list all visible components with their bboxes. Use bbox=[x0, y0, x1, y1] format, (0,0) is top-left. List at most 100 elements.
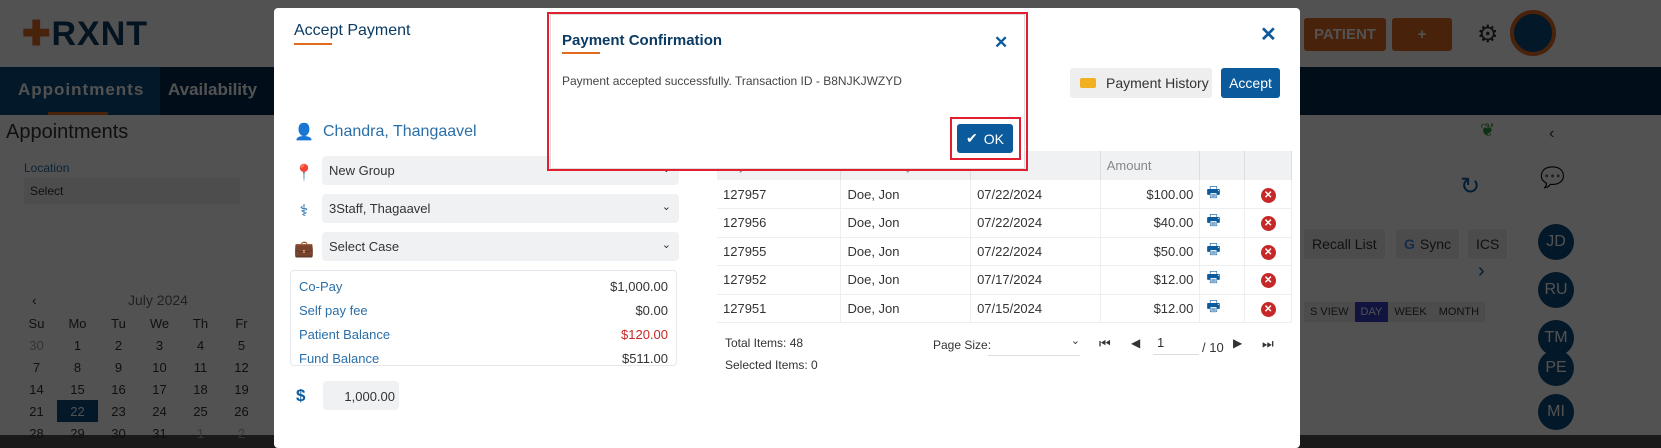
calendar-day[interactable]: 18 bbox=[193, 381, 208, 397]
close-confirm-icon[interactable]: ✕ bbox=[994, 33, 1009, 52]
plus-button[interactable]: + bbox=[1392, 18, 1452, 51]
view-day[interactable]: DAY bbox=[1354, 302, 1389, 322]
case-select[interactable]: Select Case ⌄ bbox=[322, 232, 679, 261]
calendar-day[interactable]: 15 bbox=[70, 381, 85, 397]
ics-button[interactable]: ICS bbox=[1468, 229, 1508, 259]
calendar-day[interactable]: 1 bbox=[73, 337, 82, 353]
amount-input[interactable]: 1,000.00 bbox=[323, 381, 399, 410]
amount: $50.00 bbox=[1100, 237, 1201, 266]
money-icon bbox=[1080, 78, 1096, 88]
calendar-day[interactable]: 19 bbox=[234, 381, 249, 397]
staff-avatar[interactable]: JD bbox=[1538, 224, 1574, 260]
calendar-day[interactable]: 17 bbox=[152, 381, 167, 397]
payment-number: 127955 bbox=[717, 237, 842, 266]
calendar-day[interactable]: 29 bbox=[70, 425, 85, 441]
accept-button[interactable]: Accept bbox=[1221, 68, 1280, 98]
next-page-icon[interactable]: ▶ bbox=[1233, 336, 1243, 350]
print-icon[interactable]: 🖶 bbox=[1206, 269, 1221, 287]
nav-availability[interactable]: Availability bbox=[168, 80, 258, 99]
calendar-day[interactable]: 23 bbox=[111, 403, 126, 419]
staff-avatar[interactable]: MI bbox=[1538, 394, 1574, 430]
delete-icon[interactable]: ✕ bbox=[1260, 273, 1276, 289]
created-by: Doe, Jon bbox=[840, 265, 972, 295]
title-underline bbox=[294, 43, 332, 45]
calendar-day[interactable]: 25 bbox=[193, 403, 208, 419]
col-amount[interactable]: Amount bbox=[1100, 151, 1201, 180]
add-patient-button[interactable]: PATIENT bbox=[1304, 18, 1386, 51]
calendar-day[interactable]: 31 bbox=[152, 425, 167, 441]
highlight-box bbox=[950, 117, 1021, 160]
chat-icon[interactable]: 💬 bbox=[1540, 167, 1565, 189]
calendar-day[interactable]: 9 bbox=[114, 359, 123, 375]
last-page-icon[interactable]: ⏭ bbox=[1262, 336, 1274, 351]
calendar-day[interactable]: 21 bbox=[29, 403, 44, 419]
calendar-day[interactable]: 14 bbox=[29, 381, 44, 397]
fee-label: Self pay fee bbox=[299, 303, 368, 318]
calendar-day[interactable]: 2 bbox=[114, 337, 123, 353]
calendar-day[interactable]: 7 bbox=[32, 359, 41, 375]
calendar-day[interactable]: 30 bbox=[111, 425, 126, 441]
patient-name[interactable]: Chandra, Thangaavel bbox=[323, 123, 477, 140]
page-total: / 10 bbox=[1202, 340, 1224, 355]
amount: $12.00 bbox=[1100, 265, 1201, 295]
user-avatar[interactable] bbox=[1510, 10, 1556, 56]
calendar-day[interactable]: 1 bbox=[196, 425, 205, 441]
print-icon[interactable]: 🖶 bbox=[1206, 212, 1221, 230]
calendar-day[interactable]: 5 bbox=[237, 337, 246, 353]
print-icon[interactable]: 🖶 bbox=[1206, 297, 1221, 315]
first-page-icon[interactable]: ⏮ bbox=[1099, 336, 1111, 351]
calendar-day[interactable]: 26 bbox=[234, 403, 249, 419]
fee-row: Patient Balance $120.00 bbox=[299, 327, 668, 342]
table-row: 127951 Doe, Jon 07/15/2024 $12.00 🖶 ✕ bbox=[717, 294, 1292, 323]
payment-number: 127951 bbox=[717, 294, 842, 323]
prev-page-icon[interactable]: ◀ bbox=[1131, 336, 1141, 350]
delete-icon[interactable]: ✕ bbox=[1260, 301, 1276, 317]
calendar-day[interactable]: 12 bbox=[234, 359, 249, 375]
print-icon[interactable]: 🖶 bbox=[1206, 183, 1221, 201]
ok-button[interactable]: ✔ OK bbox=[957, 124, 1013, 153]
calendar-day[interactable]: 2 bbox=[237, 425, 246, 441]
page-input[interactable]: 1 bbox=[1153, 335, 1199, 355]
view-list[interactable]: S VIEW bbox=[1304, 302, 1355, 322]
created-by: Doe, Jon bbox=[840, 208, 972, 238]
case-value: Select Case bbox=[329, 239, 400, 254]
delete-icon[interactable]: ✕ bbox=[1260, 216, 1276, 232]
check-icon: ✔ bbox=[966, 130, 978, 146]
view-month[interactable]: MONTH bbox=[1432, 302, 1486, 322]
selected-items: Selected Items: 0 bbox=[725, 358, 818, 372]
google-sync-button[interactable]: G Sync bbox=[1396, 229, 1460, 259]
calendar-day[interactable]: 30 bbox=[29, 337, 44, 353]
calendar-day[interactable]: 16 bbox=[111, 381, 126, 397]
staff-avatar[interactable]: RU bbox=[1538, 272, 1574, 308]
view-week[interactable]: WEEK bbox=[1388, 302, 1433, 322]
calendar-day[interactable]: 10 bbox=[152, 359, 167, 375]
delete-icon[interactable]: ✕ bbox=[1260, 187, 1276, 203]
staff-avatar[interactable]: PE bbox=[1538, 350, 1574, 386]
print-cell: 🖶 bbox=[1199, 180, 1246, 209]
calendar-day[interactable]: 22 bbox=[57, 400, 98, 422]
nav-appointments[interactable]: Appointments bbox=[18, 80, 145, 99]
print-icon[interactable]: 🖶 bbox=[1206, 240, 1221, 258]
calendar-day[interactable]: 4 bbox=[196, 337, 205, 353]
date: 07/15/2024 bbox=[970, 294, 1101, 323]
provider-select[interactable]: 3Staff, Thagaavel ⌄ bbox=[322, 194, 679, 223]
fee-row: Self pay fee $0.00 bbox=[299, 303, 668, 318]
location-select[interactable]: Select bbox=[24, 178, 240, 204]
payment-history-button[interactable]: Payment History bbox=[1070, 68, 1212, 98]
calendar-day[interactable]: 8 bbox=[73, 359, 82, 375]
recall-list-button[interactable]: Recall List bbox=[1304, 229, 1385, 259]
close-modal-icon[interactable]: ✕ bbox=[1260, 24, 1277, 46]
delete-icon[interactable]: ✕ bbox=[1260, 244, 1276, 260]
calendar-day[interactable]: 3 bbox=[155, 337, 164, 353]
refresh-icon[interactable]: ↻ bbox=[1460, 173, 1481, 200]
date: 07/17/2024 bbox=[970, 265, 1101, 295]
gear-icon[interactable]: ⚙ bbox=[1477, 21, 1499, 48]
next-icon[interactable]: › bbox=[1478, 260, 1485, 282]
calendar-prev-icon[interactable]: ‹ bbox=[32, 292, 37, 308]
calendar-day[interactable]: 24 bbox=[152, 403, 167, 419]
collapse-icon[interactable]: ‹ bbox=[1549, 125, 1555, 142]
provider-value: 3Staff, Thagaavel bbox=[329, 201, 431, 216]
page-size-select[interactable]: ⌄ bbox=[988, 334, 1080, 356]
calendar-day[interactable]: 28 bbox=[29, 425, 44, 441]
calendar-day[interactable]: 11 bbox=[193, 359, 208, 375]
